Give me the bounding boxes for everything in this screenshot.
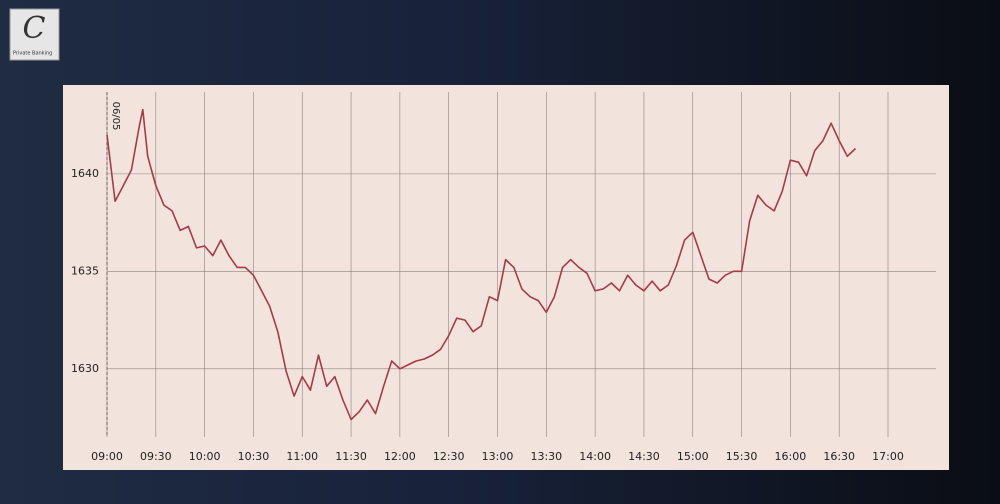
x-tick-label: 14:00 bbox=[579, 450, 611, 463]
y-tick-label: 1640 bbox=[71, 167, 99, 180]
x-tick-label: 15:30 bbox=[726, 450, 758, 463]
x-tick-label: 10:00 bbox=[189, 450, 221, 463]
x-tick-label: 10:30 bbox=[238, 450, 270, 463]
x-tick-label: 11:00 bbox=[286, 450, 318, 463]
logo-box bbox=[9, 8, 60, 61]
x-tick-label: 09:00 bbox=[91, 450, 123, 463]
x-tick-label: 11:30 bbox=[335, 450, 367, 463]
x-tick-label: 13:00 bbox=[482, 450, 514, 463]
y-tick-label: 1635 bbox=[71, 264, 99, 277]
y-tick-label: 1630 bbox=[71, 362, 99, 375]
brand-name: Private Banking bbox=[13, 51, 52, 57]
x-tick-label: 15:00 bbox=[677, 450, 709, 463]
x-tick-label: 17:00 bbox=[872, 450, 904, 463]
x-tick-label: 12:00 bbox=[384, 450, 416, 463]
price-line bbox=[106, 108, 857, 421]
x-tick-label: 16:00 bbox=[775, 450, 807, 463]
x-tick-label: 13:30 bbox=[530, 450, 562, 463]
chart-panel bbox=[63, 85, 949, 470]
x-tick-label: 14:30 bbox=[628, 450, 660, 463]
x-tick-label: 12:30 bbox=[433, 450, 465, 463]
logo-letter: C bbox=[23, 11, 46, 46]
date-marker-label: 06/05 bbox=[110, 102, 121, 131]
x-tick-label: 16:30 bbox=[823, 450, 855, 463]
x-tick-label: 09:30 bbox=[140, 450, 172, 463]
